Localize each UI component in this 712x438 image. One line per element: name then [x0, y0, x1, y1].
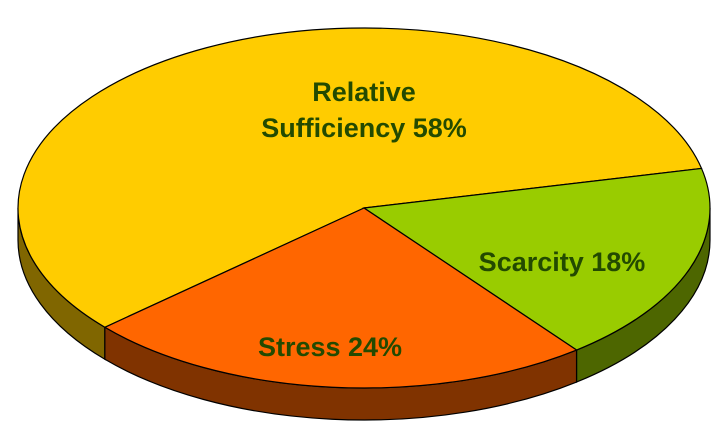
value-label: 58% [412, 113, 467, 143]
value-label: 18% [591, 247, 646, 277]
slice-label: Scarcity 18% [479, 244, 646, 280]
value-label: 24% [348, 332, 403, 362]
slice-label: Relative Sufficiency 58% [239, 74, 489, 146]
category-label: Stress [257, 332, 341, 362]
slice [103, 207, 578, 389]
slice-label: Stress 24% [258, 329, 402, 365]
category-label: Relative Sufficiency [261, 77, 416, 143]
category-label: Scarcity [478, 247, 584, 277]
slice [362, 167, 711, 351]
slice [17, 27, 703, 328]
